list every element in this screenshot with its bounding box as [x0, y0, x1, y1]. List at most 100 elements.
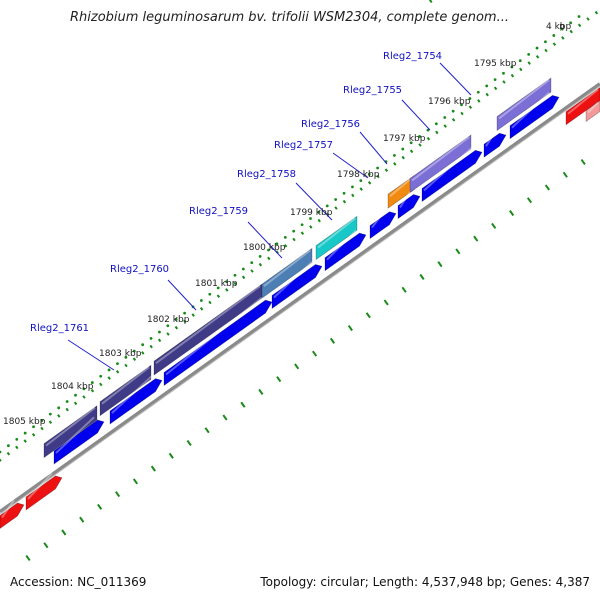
ring-tick	[149, 344, 153, 349]
ring-tick	[393, 162, 397, 166]
ring-dot	[401, 147, 405, 151]
gene-blue-5[interactable]	[324, 232, 367, 272]
genome-backbone	[0, 82, 600, 514]
ring-dot	[32, 425, 35, 429]
ring-dot	[544, 40, 547, 44]
gene-label-rleg2_1759[interactable]: Rleg2_1759	[189, 206, 248, 217]
tick-label-kbp-clipped: 4 kbp	[546, 22, 572, 32]
gene-rleg2-1760-a[interactable]	[99, 364, 152, 417]
ring-dot	[241, 267, 245, 271]
ring-dot	[577, 15, 581, 18]
gene-blue-1[interactable]	[53, 419, 105, 465]
gene-features	[0, 77, 600, 529]
gene-rleg2-1754[interactable]	[496, 77, 552, 132]
gene-red-1[interactable]	[0, 502, 25, 529]
gene-callout-line	[401, 99, 431, 131]
gene-blue-10[interactable]	[509, 95, 560, 140]
ring-tick	[222, 414, 228, 421]
gene-blue-1-sheen	[55, 416, 95, 454]
ring-dot	[199, 299, 203, 302]
ring-dot	[132, 349, 136, 353]
gene-label-rleg2_1758[interactable]: Rleg2_1758	[237, 169, 296, 180]
gene-blue-9[interactable]	[483, 132, 507, 158]
ring-dot	[560, 27, 564, 31]
ring-dot	[250, 261, 254, 265]
gene-red-2[interactable]	[25, 475, 63, 511]
tick-label-kbp: 1795 kbp	[474, 59, 517, 69]
gene-blue-4[interactable]	[271, 264, 323, 310]
gene-rleg2-1758[interactable]	[315, 215, 358, 261]
ring-tick	[347, 325, 353, 332]
ring-dot	[258, 254, 262, 258]
ring-tick	[586, 17, 590, 21]
ring-tick	[258, 388, 264, 395]
ring-tick	[561, 36, 565, 40]
ring-dot	[518, 59, 522, 63]
tick-label-kbp: 1805 kbp	[3, 417, 46, 427]
ring-dot	[166, 324, 170, 328]
ring-tick	[577, 23, 582, 28]
ring-tick	[544, 184, 550, 191]
genome-backbone-shadow	[0, 85, 600, 515]
gene-callouts: Rleg2_1761 Rleg2_1760 Rleg2_1759 Rleg2_1758…	[30, 51, 472, 371]
ring-dot	[216, 286, 220, 290]
ring-tick	[57, 414, 61, 418]
ring-dot	[82, 387, 86, 391]
ring-dot	[426, 128, 430, 132]
ring-tick	[384, 168, 389, 172]
ring-tick	[460, 111, 464, 116]
ring-tick	[191, 313, 195, 317]
gene-blue-6[interactable]	[369, 211, 397, 240]
ring-dot	[527, 52, 531, 56]
summary-text: Topology: circular; Length: 4,537,948 bp…	[260, 575, 590, 589]
ring-tick	[15, 445, 19, 450]
ring-tick	[509, 210, 515, 217]
ring-dot	[300, 223, 304, 227]
ring-dot	[174, 318, 178, 321]
gene-rleg2-1758-sheen	[317, 217, 356, 249]
ring-tick	[428, 0, 433, 4]
ring-dot	[409, 141, 413, 145]
gene-blue-2[interactable]	[109, 378, 163, 425]
ring-dot	[359, 179, 363, 183]
gene-rleg2-1761[interactable]	[43, 405, 98, 459]
gene-label-rleg2_1757[interactable]: Rleg2_1757	[274, 140, 333, 151]
gene-label-rleg2_1756[interactable]: Rleg2_1756	[301, 119, 360, 130]
ring-dot	[451, 109, 455, 113]
ring-dot	[233, 273, 237, 277]
ring-tick	[473, 235, 479, 242]
ring-tick	[283, 244, 288, 248]
ring-tick	[342, 199, 347, 204]
ring-dot	[15, 437, 19, 441]
gene-label-rleg2_1755[interactable]: Rleg2_1755	[343, 85, 402, 96]
ring-tick	[168, 452, 174, 459]
gene-blue-7[interactable]	[397, 194, 421, 220]
ring-tick	[294, 363, 300, 370]
ring-tick	[204, 427, 210, 434]
gene-label-rleg2_1760[interactable]: Rleg2_1760	[110, 264, 169, 275]
ring-dot	[6, 444, 10, 448]
ring-tick	[132, 357, 137, 361]
gene-red-4[interactable]	[585, 100, 600, 123]
gene-callout-line	[332, 152, 369, 179]
ring-tick	[141, 351, 145, 355]
ring-dot	[342, 191, 346, 195]
ring-tick	[580, 158, 586, 165]
ring-dot	[476, 90, 480, 94]
gene-red-1-sheen	[1, 499, 15, 519]
tick-label-kbp: 1796 kbp	[428, 97, 471, 107]
gene-red-2-sheen	[27, 472, 53, 500]
gene-blue-3[interactable]	[163, 299, 273, 387]
gene-label-rleg2_1761[interactable]: Rleg2_1761	[30, 323, 89, 334]
gene-label-rleg2_1754[interactable]: Rleg2_1754	[383, 51, 442, 62]
gene-rleg2-1756[interactable]	[409, 134, 472, 194]
ring-tick	[115, 370, 120, 374]
ring-dot	[225, 280, 228, 283]
gene-rleg2-1759[interactable]	[261, 247, 313, 299]
ring-dot	[57, 406, 61, 410]
gene-blue-8[interactable]	[421, 149, 483, 203]
ring-dot	[0, 450, 2, 454]
gene-blue-9-sheen	[485, 130, 497, 147]
